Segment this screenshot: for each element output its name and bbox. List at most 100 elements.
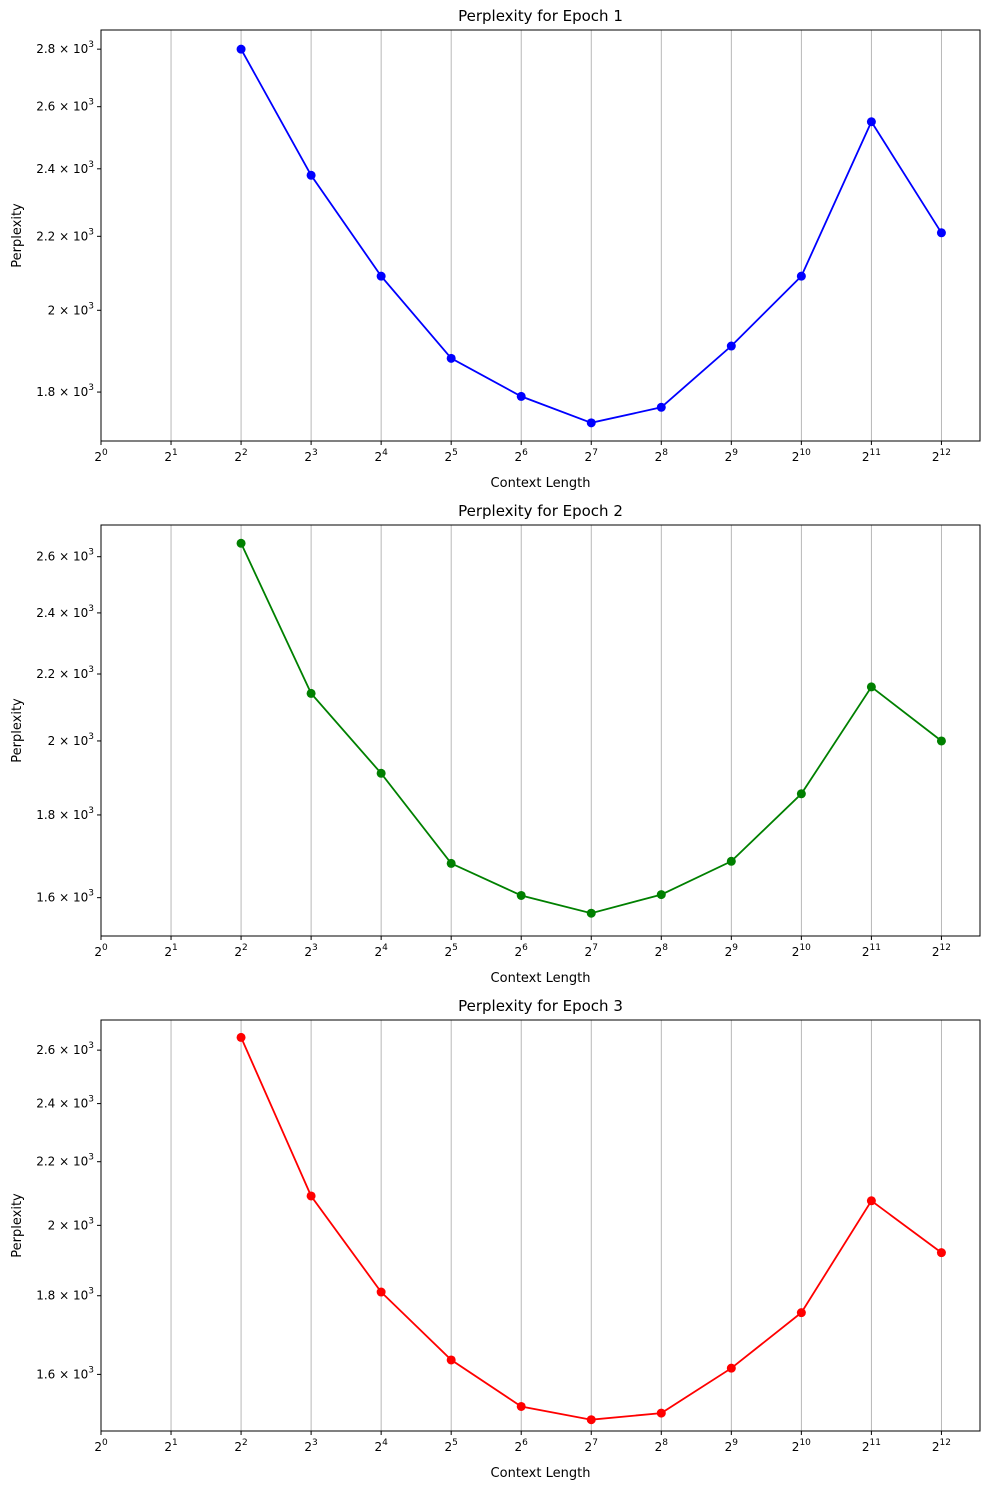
data-point: [866, 1196, 876, 1206]
x-tick-label: 25: [444, 943, 457, 959]
y-tick-mantissa: 2.6: [36, 550, 55, 564]
y-tick-mantissa: 2: [48, 303, 56, 317]
data-point: [236, 44, 246, 54]
data-point: [236, 1032, 246, 1042]
x-tick-exponent: 10: [799, 1438, 811, 1448]
y-tick-mantissa: 1.6: [36, 1367, 55, 1381]
y-tick-label: 2.2 × 103: [36, 665, 94, 681]
y-axis-label: Perplexity: [10, 203, 25, 268]
y-tick-mantissa: 2.6: [36, 100, 55, 114]
data-point: [866, 117, 876, 127]
x-tick-exponent: 1: [172, 943, 178, 953]
x-tick-label: 22: [234, 1438, 247, 1454]
x-tick-label: 212: [932, 448, 951, 464]
x-tick-exponent: 8: [662, 943, 668, 953]
x-tick-exponent: 5: [452, 943, 458, 953]
x-tick-exponent: 0: [102, 943, 108, 953]
y-axis-label: Perplexity: [10, 698, 25, 763]
x-tick-label: 21: [164, 943, 177, 959]
data-point: [726, 1363, 736, 1373]
x-tick-label: 28: [655, 943, 669, 959]
x-tick-label: 29: [725, 448, 739, 464]
x-tick-exponent: 5: [452, 1438, 458, 1448]
x-tick-exponent: 8: [662, 1438, 668, 1448]
x-tick-label: 23: [304, 448, 317, 464]
x-tick-exponent: 10: [799, 448, 811, 458]
x-tick-exponent: 5: [452, 448, 458, 458]
x-tick-exponent: 4: [382, 448, 388, 458]
data-point: [726, 856, 736, 866]
x-tick-exponent: 7: [592, 448, 598, 458]
y-tick-mantissa: 1.6: [36, 891, 55, 905]
x-tick-exponent: 6: [522, 943, 528, 953]
y-tick-label: 2.6 × 103: [36, 1041, 94, 1057]
x-tick-exponent: 7: [592, 943, 598, 953]
x-tick-label: 211: [862, 943, 881, 959]
y-tick-label: 1.8 × 103: [36, 1287, 94, 1303]
x-tick-exponent: 3: [312, 448, 318, 458]
x-tick-exponent: 0: [102, 448, 108, 458]
x-tick-label: 22: [234, 448, 247, 464]
y-tick-label: 2.4 × 103: [36, 1095, 94, 1111]
x-tick-label: 21: [164, 1438, 177, 1454]
data-point: [236, 538, 246, 548]
x-tick-label: 26: [515, 448, 529, 464]
data-point: [376, 768, 386, 778]
data-point: [796, 271, 806, 281]
plot-frame: [100, 29, 981, 442]
x-tick-label: 210: [792, 1438, 811, 1454]
x-tick-label: 212: [932, 943, 951, 959]
x-tick-label: 24: [374, 448, 388, 464]
data-point: [726, 341, 736, 351]
x-tick-exponent: 9: [732, 448, 738, 458]
x-tick-exponent: 9: [732, 1438, 738, 1448]
x-tick-exponent: 9: [732, 943, 738, 953]
x-tick-label: 20: [94, 448, 108, 464]
data-point: [586, 418, 596, 428]
x-axis-label: Context Length: [491, 476, 591, 491]
x-tick-label: 28: [655, 448, 669, 464]
data-point: [936, 736, 946, 746]
x-tick-exponent: 1: [172, 448, 178, 458]
x-axis-label: Context Length: [491, 971, 591, 986]
data-point: [656, 890, 666, 900]
x-tick-exponent: 4: [382, 1438, 388, 1448]
y-tick-mantissa: 2.2: [36, 229, 55, 243]
data-point: [796, 1308, 806, 1318]
y-tick-mantissa: 1.8: [36, 808, 55, 822]
x-tick-exponent: 11: [869, 943, 880, 953]
y-tick-mantissa: 2.6: [36, 1043, 55, 1057]
data-point: [376, 271, 386, 281]
x-tick-exponent: 3: [312, 943, 318, 953]
data-point: [516, 391, 526, 401]
y-tick-label: 2 × 103: [48, 1216, 94, 1232]
x-tick-label: 23: [304, 943, 317, 959]
x-tick-label: 211: [862, 448, 881, 464]
x-tick-exponent: 2: [242, 943, 248, 953]
x-tick-label: 27: [585, 448, 598, 464]
chart-title: Perplexity for Epoch 2: [458, 502, 623, 520]
x-tick-exponent: 11: [869, 448, 880, 458]
y-tick-mantissa: 2.2: [36, 1155, 55, 1169]
data-point: [656, 1408, 666, 1418]
x-tick-label: 29: [725, 943, 739, 959]
plot-frame: [100, 1019, 981, 1432]
y-tick-mantissa: 2: [48, 1218, 56, 1232]
x-tick-label: 26: [515, 943, 529, 959]
data-point: [446, 353, 456, 363]
x-tick-label: 210: [792, 448, 811, 464]
data-point: [516, 1401, 526, 1411]
x-tick-label: 26: [515, 1438, 529, 1454]
plot-frame: [100, 524, 981, 937]
x-tick-label: 29: [725, 1438, 739, 1454]
y-tick-mantissa: 2.2: [36, 667, 55, 681]
x-tick-exponent: 1: [172, 1438, 178, 1448]
y-tick-label: 1.6 × 103: [36, 889, 94, 905]
y-tick-label: 2.4 × 103: [36, 160, 94, 176]
y-tick-label: 2.6 × 103: [36, 548, 94, 564]
x-axis-label: Context Length: [491, 1466, 591, 1481]
